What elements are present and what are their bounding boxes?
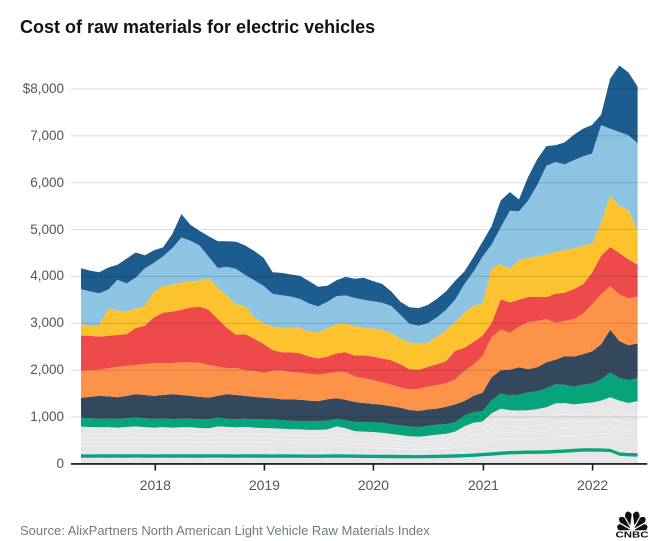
svg-text:CNBC: CNBC <box>616 530 649 539</box>
